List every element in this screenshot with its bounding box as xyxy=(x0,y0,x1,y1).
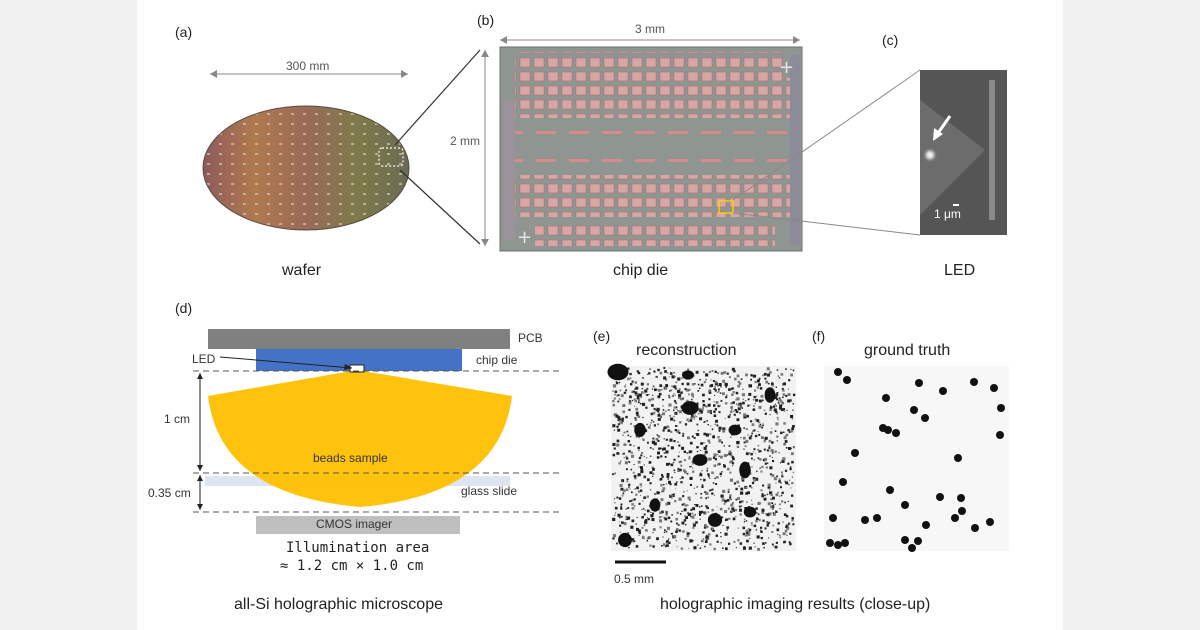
panel-f-label: (f) xyxy=(812,328,826,344)
distance-2-label: 0.35 cm xyxy=(148,486,191,500)
led-caption: LED xyxy=(944,262,976,279)
chip-die-label: chip die xyxy=(476,353,518,367)
reconstruction-title: reconstruction xyxy=(636,342,737,359)
panel-b-label: (b) xyxy=(477,12,495,28)
chip-caption: chip die xyxy=(613,262,669,279)
cmos-imager-label: CMOS imager xyxy=(316,517,393,531)
chip-height-dimension: 2 mm xyxy=(450,134,480,148)
distance-1-label: 1 cm xyxy=(164,412,191,426)
glass-slide-label: glass slide xyxy=(461,484,518,498)
led-scale-label: 1 μm xyxy=(934,207,961,221)
panel-e-label: (e) xyxy=(593,328,611,344)
led-label: LED xyxy=(192,352,216,366)
wafer-caption: wafer xyxy=(282,262,322,279)
wafer-dimension: 300 mm xyxy=(286,59,330,73)
pcb-label: PCB xyxy=(518,331,543,345)
illumination-area-value: ≈ 1.2 cm × 1.0 cm xyxy=(280,558,424,574)
panel-d-label: (d) xyxy=(175,300,193,316)
microscope-caption: all-Si holographic microscope xyxy=(234,596,443,613)
results-caption: holographic imaging results (close-up) xyxy=(660,596,931,613)
ground-truth-title: ground truth xyxy=(864,342,951,359)
chip-width-dimension: 3 mm xyxy=(635,22,665,36)
beads-sample-label: beads sample xyxy=(313,451,388,465)
panel-a-label: (a) xyxy=(175,24,193,40)
scale-bar-label: 0.5 mm xyxy=(614,572,655,586)
panel-c-label: (c) xyxy=(882,32,899,48)
illumination-area-label: Illumination area xyxy=(286,540,430,556)
figure-panel xyxy=(137,0,1063,630)
